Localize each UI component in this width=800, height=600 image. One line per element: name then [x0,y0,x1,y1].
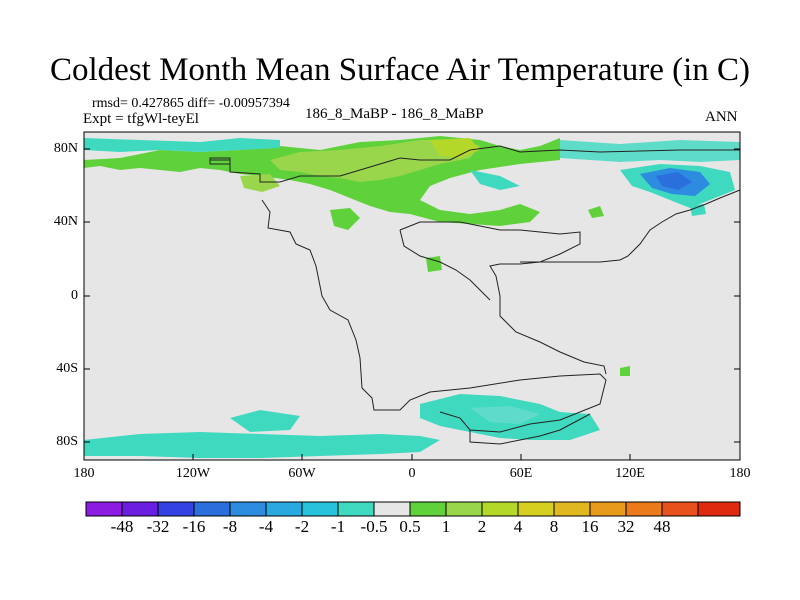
y-label-80s: 80S [56,434,78,449]
coastline-inner [399,229,491,301]
y-label-40n: 40N [53,214,78,229]
colorbar-label: 2 [477,517,487,536]
coastline-antarctic [469,413,591,445]
x-label-180e: 180 [729,466,751,481]
colorbar-label: -2 [294,517,310,536]
colorbar-box-18 [697,501,741,517]
x-label-60w: 60W [288,466,316,481]
colorbar-box-12 [481,501,519,517]
coastline-tethys [399,221,607,375]
colorbar-box-15 [589,501,627,517]
x-label-180w: 180 [73,466,95,481]
coastline-east [520,189,741,263]
y-label-80n: 80N [53,141,78,156]
region-alaska-teal [470,170,520,190]
colorbar-box-9 [373,501,411,517]
colorbar-label: 32 [617,517,635,536]
colorbar-box-17 [661,501,699,517]
x-label-120w: 120W [175,466,211,481]
region-antarctic-lightteal [470,406,540,424]
colorbar-label: -4 [258,517,274,536]
colorbar-box-14 [553,501,591,517]
colorbar-box-13 [517,501,555,517]
subtitle-text: 186_8_MaBP - 186_8_MaBP [305,106,484,122]
colorbar-box-3 [157,501,195,517]
y-label-0: 0 [71,288,78,303]
colorbar-label: -8 [222,517,238,536]
coastlines [209,145,741,445]
colorbar-box-4 [193,501,231,517]
region-teal-spot-1 [690,204,706,216]
colorbar-box-11 [445,501,483,517]
colorbar-label: -48 [110,517,134,536]
region-south-band [84,432,440,458]
colorbar-label: -1 [330,517,346,536]
colorbar-box-7 [301,501,339,517]
x-label-120e: 120E [615,466,645,481]
coastline-greenland [209,157,231,165]
colorbar-label: 48 [653,517,671,536]
colorbar-label: 4 [513,517,523,536]
colorbar [85,501,741,517]
y-label-40s: 40S [56,361,78,376]
region-arctic-yellowgreen-2 [240,174,280,192]
plot-title: Coldest Month Mean Surface Air Temperatu… [50,52,750,88]
colorbar-box-6 [265,501,303,517]
region-greenland-green [330,208,360,230]
region-arctic-teal [84,138,280,152]
colorbar-box-16 [625,501,663,517]
colorbar-box-10 [409,501,447,517]
region-green-spot-2 [588,206,604,218]
axis-ticks [83,148,741,460]
season-label: ANN [705,109,738,125]
colorbar-label: -16 [182,517,206,536]
colorbar-label: 1 [441,517,451,536]
region-green-spot-1 [426,256,442,272]
experiment-text: Expt = tfgWl-teyEl [83,111,199,127]
x-label-60e: 60E [509,466,533,481]
colorbar-box-8 [337,501,375,517]
stats-text: rmsd= 0.427865 diff= -0.00957394 [92,96,290,111]
region-south-patch [230,410,300,432]
colorbar-box-2 [121,501,159,517]
coastline-west [261,199,607,433]
anomaly-regions [84,136,740,458]
x-label-0: 0 [408,466,416,481]
colorbar-label: -0.5 [360,517,388,536]
colorbar-box-1 [85,501,123,517]
colorbar-label: 16 [581,517,599,536]
region-green-spot-3 [620,366,630,376]
coastline-north [210,145,740,183]
region-siberia-deepblue [656,172,692,190]
colorbar-label: 0.5 [399,517,421,536]
region-arctic-yellowgreen [270,140,480,182]
colorbar-label: -32 [146,517,170,536]
colorbar-box-5 [229,501,267,517]
region-yellow-spot [430,138,480,158]
colorbar-label: 8 [549,517,559,536]
